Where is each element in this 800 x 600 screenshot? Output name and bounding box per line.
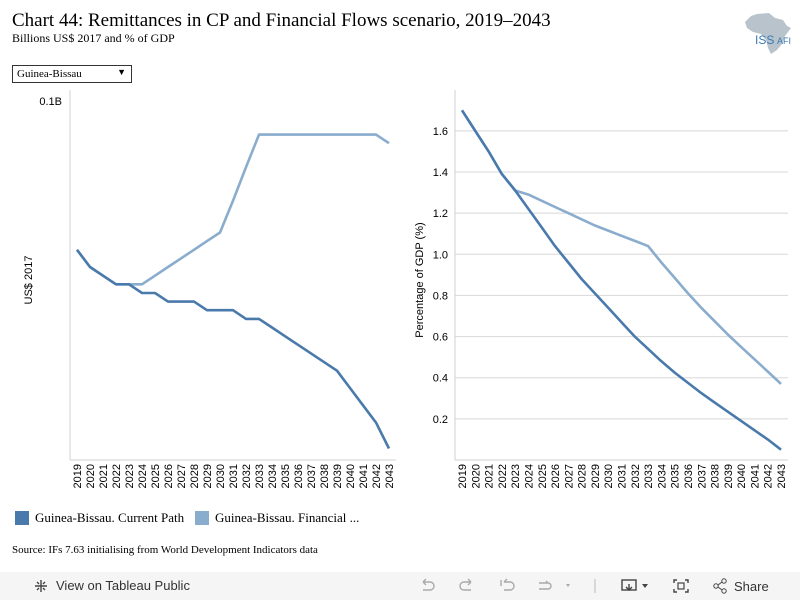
y-tick-label: 1.2 [433, 208, 448, 220]
x-tick-label: 2031 [228, 464, 240, 488]
x-tick-label: 2023 [510, 464, 522, 488]
x-tick-label: 2034 [267, 464, 279, 488]
legend-swatch [15, 511, 29, 525]
source-note: Source: IFs 7.63 initialising from World… [12, 544, 318, 556]
share-button[interactable]: Share [712, 578, 769, 594]
x-tick-label: 2026 [163, 464, 175, 488]
x-tick-label: 2020 [470, 464, 482, 488]
chart-subtitle: Billions US$ 2017 and % of GDP [12, 31, 175, 45]
x-tick-label: 2022 [111, 464, 123, 488]
iss-africa-logo: ISS AFI [745, 13, 791, 54]
x-tick-label: 2022 [497, 464, 509, 488]
series-line [75, 133, 390, 286]
y-tick-label: 1.4 [433, 167, 448, 179]
x-tick-label: 2030 [215, 464, 227, 488]
x-tick-label: 2037 [306, 464, 318, 488]
x-tick-label: 2042 [371, 464, 383, 488]
y-tick-label: 0.6 [433, 332, 448, 344]
x-tick-label: 2030 [603, 464, 615, 488]
view-on-tableau-public-link[interactable]: View on Tableau Public [34, 578, 190, 593]
undo-icon[interactable] [418, 578, 436, 594]
refresh-icon[interactable] [536, 578, 574, 594]
x-tick-label: 2025 [537, 464, 549, 488]
y-axis-label: US$ 2017 [23, 256, 35, 305]
share-icon [713, 578, 727, 594]
x-tick-label: 2034 [656, 464, 668, 488]
x-tick-label: 2029 [590, 464, 602, 488]
country-select[interactable]: Guinea-Bissau ▼ [12, 65, 132, 83]
x-tick-label: 2036 [293, 464, 305, 488]
x-tick-label: 2019 [72, 464, 84, 488]
legend-item-financial-flows[interactable]: Guinea-Bissau. Financial ... [195, 510, 359, 526]
chart-panel-2: 0.2 0.4 0.6 0.8 1.0 1.2 1.4 1.6 Percentage of GD… [414, 90, 788, 488]
x-tick-label: 2019 [457, 464, 469, 488]
x-tick-label: 2042 [763, 464, 775, 488]
chevron-down-icon: ▼ [117, 67, 126, 77]
x-tick-label: 2033 [643, 464, 655, 488]
x-tick-label: 2024 [523, 464, 535, 488]
x-tick-label: 2041 [749, 464, 761, 488]
x-tick-label: 2027 [176, 464, 188, 488]
chart-title: Chart 44: Remittances in CP and Financia… [12, 10, 551, 31]
x-tick-label: 2033 [254, 464, 266, 488]
x-tick-label: 2021 [98, 464, 110, 488]
y-tick-label: 1.0 [433, 249, 448, 261]
y-tick-label: 0.1B [39, 96, 62, 108]
x-tick-label: 2020 [85, 464, 97, 488]
x-tick-label: 2027 [563, 464, 575, 488]
y-tick-label: 0.8 [433, 290, 448, 302]
revert-icon[interactable] [498, 578, 516, 594]
x-tick-label: 2032 [630, 464, 642, 488]
tableau-toolbar: View on Tableau Public Share [0, 572, 800, 600]
share-label: Share [734, 578, 769, 594]
x-tick-label: 2023 [124, 464, 136, 488]
x-tick-label: 2031 [617, 464, 629, 488]
x-tick-label: 2038 [710, 464, 722, 488]
x-tick-label: 2038 [319, 464, 331, 488]
toolbar-divider [594, 579, 596, 593]
x-tick-label: 2043 [776, 464, 788, 488]
view-on-tableau-public-label: View on Tableau Public [56, 578, 190, 593]
x-tick-label: 2028 [189, 464, 201, 488]
x-tick-label: 2039 [332, 464, 344, 488]
x-tick-label: 2037 [696, 464, 708, 488]
country-select-value: Guinea-Bissau [17, 68, 82, 80]
legend-swatch [195, 511, 209, 525]
chart-panel-1: 0.1B US$ 2017 2019 2020 2021 2022 2023 2024 2025… [23, 90, 396, 488]
x-tick-label: 2021 [484, 464, 496, 488]
x-tick-label: 2039 [723, 464, 735, 488]
series-line [460, 109, 782, 385]
x-tick-label: 2040 [736, 464, 748, 488]
x-tick-label: 2028 [577, 464, 589, 488]
y-axis-label: Percentage of GDP (%) [414, 222, 426, 337]
x-tick-label: 2024 [137, 464, 149, 488]
redo-icon[interactable] [458, 578, 476, 594]
x-tick-label: 2032 [241, 464, 253, 488]
x-tick-label: 2029 [202, 464, 214, 488]
x-tick-label: 2035 [280, 464, 292, 488]
logo-text: ISS [755, 33, 774, 47]
x-tick-label: 2036 [683, 464, 695, 488]
download-icon[interactable] [620, 578, 652, 594]
legend-item-current-path[interactable]: Guinea-Bissau. Current Path [15, 510, 184, 526]
series-line [460, 109, 782, 451]
legend-label: Guinea-Bissau. Current Path [35, 510, 185, 525]
y-tick-label: 1.6 [433, 126, 448, 138]
y-tick-label: 0.4 [433, 373, 448, 385]
x-tick-label: 2035 [670, 464, 682, 488]
x-tick-label: 2025 [150, 464, 162, 488]
x-tick-label: 2040 [345, 464, 357, 488]
fullscreen-icon[interactable] [672, 578, 690, 594]
logo-text-secondary: AFI [777, 36, 791, 46]
x-tick-label: 2041 [358, 464, 370, 488]
y-tick-label: 0.2 [433, 414, 448, 426]
x-tick-label: 2026 [550, 464, 562, 488]
tableau-logo-icon [35, 579, 47, 592]
legend-label: Guinea-Bissau. Financial ... [215, 510, 360, 525]
x-tick-label: 2043 [384, 464, 396, 488]
series-line [75, 249, 391, 450]
